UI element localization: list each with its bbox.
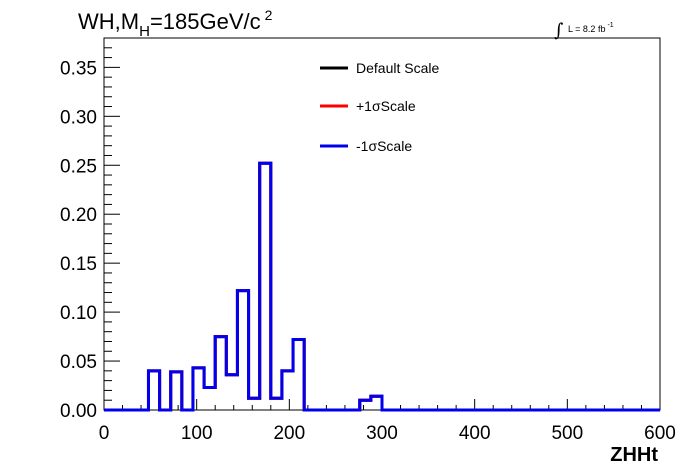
x-tick-label: 600 (644, 423, 676, 444)
y-tick-label: 0.30 (60, 107, 97, 128)
legend: Default Scale +1σScale -1σScale (320, 60, 439, 154)
luminosity-text: L = 8.2 fb -1 (568, 22, 614, 34)
legend-label-1: +1σScale (356, 98, 416, 114)
y-tick-label: 0.35 (60, 58, 97, 79)
integral-symbol: ∫ (554, 20, 564, 41)
y-tick-label: 0.05 (60, 352, 97, 373)
x-tick-label: 400 (459, 423, 491, 444)
y-tick-label: 0.00 (60, 401, 97, 422)
x-axis-title: ZHHt (610, 444, 658, 466)
series-line-2 (104, 161, 660, 412)
legend-label-2: -1σScale (356, 138, 412, 154)
x-tick-label: 500 (551, 423, 583, 444)
luminosity-label: ∫ L = 8.2 fb -1 (554, 20, 614, 41)
y-tick-label: 0.10 (60, 303, 97, 324)
x-axis: 0 100 200 300 400 500 600 (99, 399, 676, 444)
x-tick-label: 0 (99, 423, 110, 444)
legend-label-0: Default Scale (356, 60, 439, 76)
chart-title: WH,MH=185GeV/c 2 (78, 7, 273, 40)
x-tick-label: 200 (273, 423, 305, 444)
y-tick-label: 0.20 (60, 205, 97, 226)
x-tick-label: 100 (181, 423, 213, 444)
y-tick-label: 0.15 (60, 254, 97, 275)
y-axis: 0.00 0.05 0.10 0.15 0.20 0.25 0.30 0.35 (60, 37, 120, 422)
x-tick-label: 300 (366, 423, 398, 444)
title-main-text: WH,MH=185GeV/c 2 (78, 7, 273, 40)
y-tick-label: 0.25 (60, 156, 97, 177)
series-layer (104, 161, 660, 412)
